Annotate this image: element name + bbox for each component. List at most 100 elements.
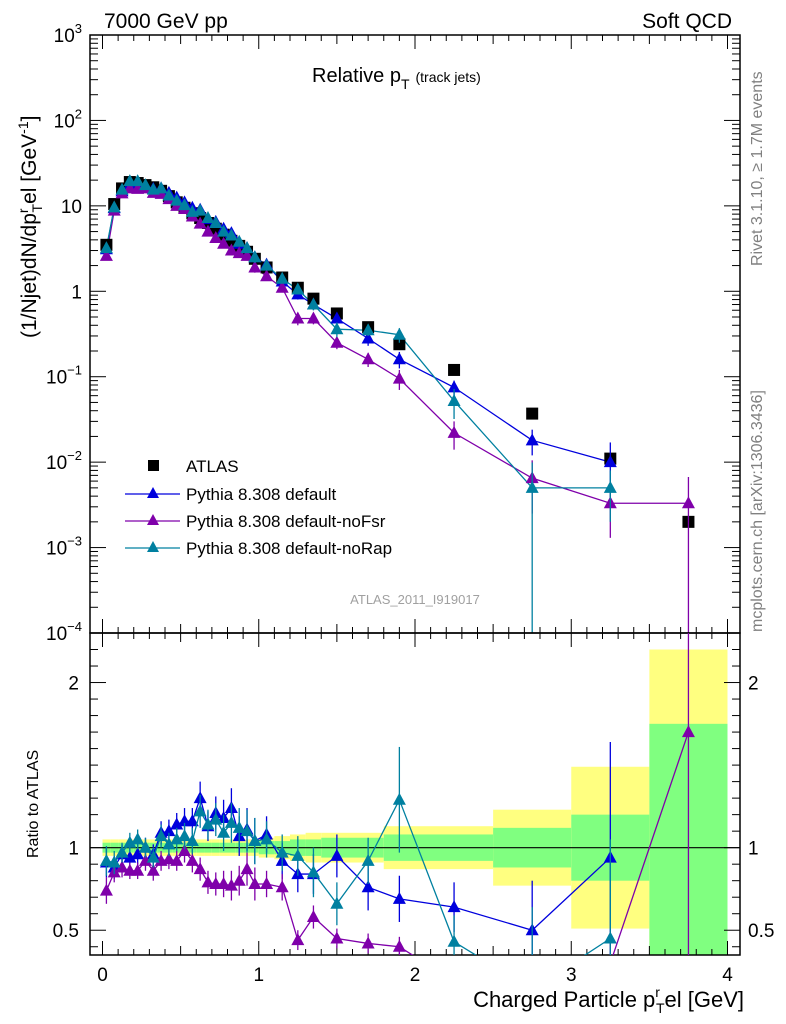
point-ratio-pythia-8-308-default-nofsr-19 — [248, 876, 262, 889]
xtick-label-1: 1 — [253, 965, 264, 986]
legend-label-default: Pythia 8.308 default — [186, 485, 337, 504]
ytick-label-4: 1 — [71, 282, 82, 303]
point-ratio-pythia-8-308-default-nofsr-2 — [115, 860, 129, 873]
ytick-label-2: 10−2 — [46, 448, 82, 474]
ytick-exp: 2 — [75, 106, 82, 121]
point-pythia-8-308-default-norap-29 — [603, 480, 617, 493]
atlas-point-27 — [448, 363, 461, 376]
point-pythia-8-308-default-norap-0 — [99, 241, 113, 254]
point-pythia-8-308-default-26 — [392, 352, 406, 365]
point-pythia-8-308-default-nofsr-17 — [232, 246, 246, 259]
legend-label-nofsr: Pythia 8.308 default-noFsr — [186, 512, 386, 531]
point-ratio-pythia-8-308-default-nofsr-9 — [170, 853, 184, 866]
point-pythia-8-308-default-nofsr-12 — [193, 216, 207, 229]
xtick-label-0: 0 — [97, 965, 108, 986]
point-pythia-8-308-default-nofsr-22 — [291, 311, 305, 324]
point-ratio-pythia-8-308-default-8 — [162, 824, 176, 837]
point-ratio-pythia-8-308-default-nofsr-13 — [201, 875, 215, 888]
ytick-label-1: 10−3 — [46, 534, 82, 560]
ytick-exp: −2 — [67, 448, 82, 463]
legend-marker-default — [147, 487, 159, 498]
point-pythia-8-308-default-norap-16 — [224, 228, 238, 241]
ratio-uncertainty-bands — [90, 649, 740, 955]
ytick-label-5: 10 — [61, 197, 82, 218]
point-ratio-pythia-8-308-default-norap-11 — [185, 834, 199, 847]
point-pythia-8-308-default-nofsr-26 — [392, 371, 406, 384]
point-pythia-8-308-default-28 — [525, 433, 539, 446]
point-ratio-pythia-8-308-default-25 — [361, 880, 375, 893]
point-ratio-pythia-8-308-default-norap-10 — [178, 829, 192, 842]
point-pythia-8-308-default-norap-8 — [162, 188, 176, 201]
xtick-label-4: 4 — [722, 965, 733, 986]
ytick-base: 10 — [61, 197, 82, 218]
point-ratio-pythia-8-308-default-norap-27 — [447, 934, 461, 947]
point-pythia-8-308-default-norap-12 — [193, 203, 207, 216]
ytick-base: 10 — [46, 624, 67, 645]
point-ratio-pythia-8-308-default-norap-20 — [260, 832, 274, 845]
axes-frame — [89, 34, 741, 956]
legend-item-atlas: ATLAS — [148, 457, 239, 476]
atlas-point-26 — [393, 338, 406, 351]
point-pythia-8-308-default-nofsr-13 — [201, 224, 215, 237]
point-ratio-pythia-8-308-default-nofsr-12 — [193, 862, 207, 875]
legend-label-atlas: ATLAS — [186, 457, 239, 476]
plot-title: Relative pT (track jets) — [312, 65, 481, 92]
ytick-label-6: 102 — [54, 106, 82, 132]
point-pythia-8-308-default-nofsr-0 — [99, 248, 113, 261]
point-pythia-8-308-default-nofsr-20 — [260, 269, 274, 282]
ratio-ytick-label-right-0.5: 0.5 — [748, 921, 774, 942]
point-ratio-pythia-8-308-default-norap-24 — [330, 896, 344, 909]
point-ratio-pythia-8-308-default-nofsr-4 — [131, 863, 145, 876]
point-pythia-8-308-default-norap-1 — [107, 200, 121, 213]
ytick-exp: 3 — [75, 21, 82, 36]
point-pythia-8-308-default-norap-15 — [217, 224, 231, 237]
ytick-base: 10 — [54, 111, 75, 132]
point-pythia-8-308-default-norap-18 — [240, 241, 254, 254]
point-ratio-pythia-8-308-default-nofsr-30 — [681, 725, 695, 738]
point-ratio-pythia-8-308-default-norap-6 — [146, 850, 160, 863]
header-left: 7000 GeV pp — [104, 10, 228, 33]
point-ratio-pythia-8-308-default-3 — [123, 850, 137, 863]
point-pythia-8-308-default-nofsr-25 — [361, 352, 375, 365]
ytick-base: 10 — [54, 26, 75, 47]
point-ratio-pythia-8-308-default-norap-12 — [193, 804, 207, 817]
point-ratio-pythia-8-308-default-nofsr-15 — [217, 876, 231, 889]
point-ratio-pythia-8-308-default-norap-3 — [123, 835, 137, 848]
point-ratio-pythia-8-308-default-norap-23 — [306, 865, 320, 878]
point-ratio-pythia-8-308-default-norap-22 — [291, 848, 305, 861]
point-pythia-8-308-default-norap-9 — [170, 193, 184, 206]
point-pythia-8-308-default-norap-7 — [154, 181, 168, 194]
ratio-ytick-label-0.5: 0.5 — [53, 921, 79, 942]
ratio-ytick-label-1: 1 — [68, 839, 79, 860]
ytick-base: 10 — [46, 539, 67, 560]
point-pythia-8-308-default-norap-14 — [209, 215, 223, 228]
legend-item-nofsr: Pythia 8.308 default-noFsr — [125, 512, 386, 531]
point-pythia-8-308-default-27 — [447, 380, 461, 393]
point-pythia-8-308-default-nofsr-16 — [224, 243, 238, 256]
point-ratio-pythia-8-308-default-nofsr-27 — [448, 974, 461, 986]
point-ratio-pythia-8-308-default-norap-4 — [131, 832, 145, 845]
point-ratio-pythia-8-308-default-24 — [330, 848, 344, 861]
point-ratio-pythia-8-308-default-nofsr-8 — [162, 852, 176, 865]
point-pythia-8-308-default-norap-4 — [131, 174, 145, 187]
point-ratio-pythia-8-308-default-26 — [392, 891, 406, 904]
ytick-label-3: 10−1 — [46, 363, 82, 389]
point-ratio-pythia-8-308-default-norap-14 — [209, 812, 223, 825]
point-ratio-pythia-8-308-default-norap-18 — [240, 824, 254, 837]
point-ratio-pythia-8-308-default-norap-26 — [392, 792, 406, 805]
header-right: Soft QCD — [642, 10, 732, 33]
xlabel: Charged Particle pr Tel [GeV] — [473, 984, 744, 1016]
point-ratio-pythia-8-308-default-norap-2 — [115, 845, 129, 858]
ytick-base: 1 — [71, 282, 82, 303]
point-ratio-pythia-8-308-default-nofsr-22 — [291, 933, 305, 946]
point-pythia-8-308-default-norap-10 — [178, 198, 192, 211]
ytick-exp: −1 — [67, 363, 82, 378]
point-ratio-pythia-8-308-default-nofsr-6 — [146, 863, 160, 876]
point-pythia-8-308-default-norap-21 — [275, 271, 289, 284]
point-pythia-8-308-default-norap-17 — [232, 234, 246, 247]
point-pythia-8-308-default-norap-19 — [248, 250, 262, 263]
ratio-series — [99, 633, 695, 986]
legend-marker-norap — [147, 541, 159, 552]
point-ratio-pythia-8-308-default-norap-7 — [154, 829, 168, 842]
